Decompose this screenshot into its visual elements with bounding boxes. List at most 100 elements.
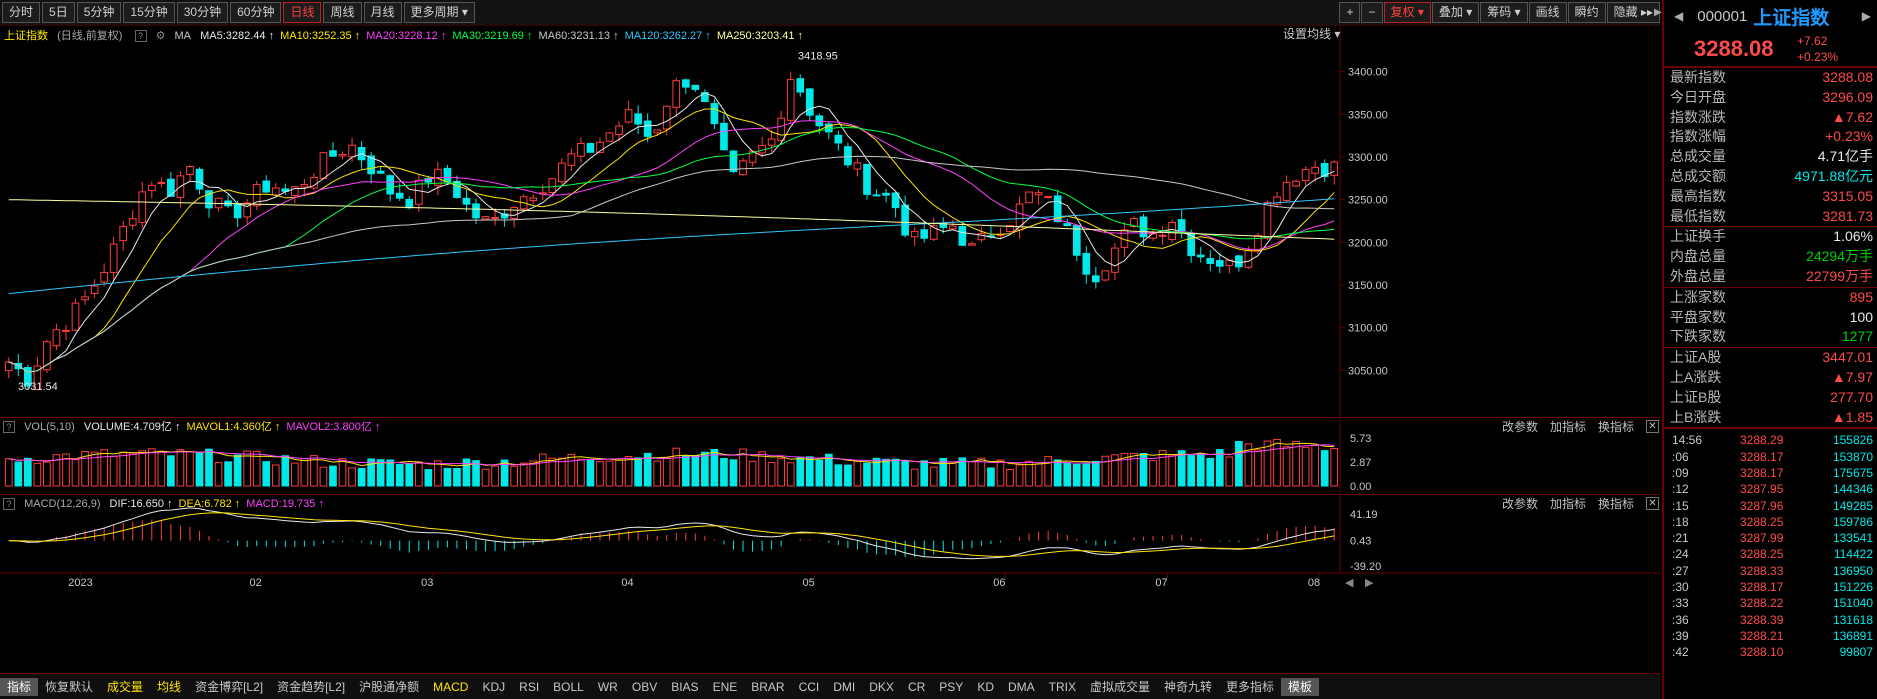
tick-row: :15 3287.96 149285 [1664, 498, 1877, 514]
stat-value: ▲7.97 [1831, 368, 1873, 385]
indicator-tab[interactable]: 均线 [157, 680, 182, 694]
indicator-tab[interactable]: WR [597, 679, 618, 694]
candle-body [1292, 180, 1300, 187]
close-icon[interactable]: ✕ [1646, 420, 1659, 433]
settings-gear-icon[interactable]: ⚙ [155, 30, 166, 42]
stat-label: 上证B股 [1670, 388, 1722, 405]
candle-body [1139, 216, 1148, 238]
period-button[interactable]: 周线 [323, 2, 362, 23]
indicator-tab[interactable]: ENE [712, 679, 738, 694]
help-icon[interactable]: ? [134, 30, 147, 43]
candle-body [529, 197, 538, 202]
tool-button[interactable]: 瞬约 [1567, 2, 1606, 23]
stat-value: 1.06% [1833, 228, 1873, 245]
indicator-tab[interactable]: BOLL [553, 679, 584, 694]
kline-chart[interactable]: 3418.95 3031.54 3400.00 3350.00 3300.00 3250… [0, 26, 1660, 673]
candle-body [853, 162, 862, 170]
indicator-tab[interactable]: RSI [519, 679, 540, 694]
indicator-tab[interactable]: 更多指标 [1226, 680, 1275, 694]
indicator-tab[interactable]: 模板 [1281, 677, 1320, 696]
candle-body [300, 184, 309, 188]
indicator-tab[interactable]: PSY [939, 679, 964, 694]
panel-button[interactable]: 换指标 [1597, 497, 1634, 511]
indicator-tab[interactable]: DMA [1007, 679, 1035, 694]
period-button[interactable]: 5分钟 [76, 2, 122, 23]
indicator-tab[interactable]: BRAR [751, 679, 785, 694]
volume-bar [291, 462, 299, 487]
indicator-tab[interactable]: 资金博弈[L2] [195, 680, 264, 694]
help-icon[interactable]: ? [3, 498, 15, 511]
indicator-tab[interactable]: 虚拟成交量 [1090, 680, 1151, 694]
indicator-tab[interactable]: 指标 [0, 677, 39, 696]
prev-arrow-icon[interactable]: ◀ [1674, 9, 1684, 23]
collapse-arrow-icon[interactable]: ▶ [1654, 7, 1662, 18]
tool-button[interactable]: 画线 [1528, 2, 1567, 23]
period-button[interactable]: 5日 [42, 2, 75, 23]
indicator-tab[interactable]: 沪股通净额 [359, 680, 420, 694]
volume-bar [872, 457, 881, 487]
period-button[interactable]: 30分钟 [176, 2, 229, 23]
ma-settings-button[interactable]: 设置均线 ▾ [1283, 27, 1341, 41]
indicator-tab[interactable]: CCI [798, 679, 820, 694]
indicator-tab[interactable]: 资金趋势[L2] [277, 680, 346, 694]
volume-bar [863, 462, 871, 487]
indicator-tab[interactable]: DMI [833, 679, 856, 694]
candle-body [863, 163, 871, 195]
period-button[interactable]: 更多周期 ▾ [403, 2, 475, 23]
group-divider [1664, 226, 1877, 228]
close-icon[interactable]: ✕ [1646, 497, 1659, 510]
candle-body [395, 192, 404, 199]
volume-bar [758, 451, 766, 487]
volume-bar [157, 450, 166, 487]
vol-tick-label: 5.73 [1350, 433, 1371, 445]
volume-bar [691, 455, 700, 487]
stat-value: 895 [1849, 288, 1873, 305]
indicator-tab[interactable]: CR [907, 679, 926, 694]
period-button[interactable]: 月线 [363, 2, 402, 23]
volume-bar [1177, 450, 1186, 487]
indicator-tab[interactable]: TRIX [1048, 679, 1076, 694]
panel-button[interactable]: 改参数 [1501, 497, 1538, 511]
ma-line-20 [8, 120, 1335, 373]
indicator-tab[interactable]: KDJ [482, 679, 506, 694]
tool-button[interactable]: − [1361, 2, 1383, 23]
tool-button[interactable]: 隐藏 ▸▸ [1606, 2, 1660, 23]
indicator-tab[interactable]: MACD [433, 679, 469, 694]
period-button[interactable]: 分时 [2, 2, 41, 23]
period-button[interactable]: 15分钟 [123, 2, 175, 23]
ma-values: MA5:3282.44 ↑ MA10:3252.35 ↑ MA20:3228.12 … [200, 30, 809, 42]
panel-button[interactable]: 加指标 [1549, 420, 1586, 434]
next-arrow-icon[interactable]: ▶ [1861, 9, 1871, 23]
tool-button[interactable]: 筹码 ▾ [1480, 2, 1528, 23]
period-button[interactable]: 60分钟 [230, 2, 282, 23]
vol-panel-buttons: 改参数 加指标 换指标 ✕ [1490, 418, 1659, 436]
panel-button[interactable]: 改参数 [1501, 420, 1538, 434]
tool-button[interactable]: 叠加 ▾ [1431, 2, 1480, 23]
macd-panel-buttons: 改参数 加指标 换指标 ✕ [1490, 495, 1659, 513]
indicator-tab[interactable]: DKX [869, 679, 894, 694]
indicator-tab[interactable]: 神奇九转 [1164, 680, 1213, 694]
indicator-tab[interactable]: KD [977, 679, 994, 694]
panel-button[interactable]: 换指标 [1597, 420, 1634, 434]
panel-button[interactable]: 加指标 [1549, 497, 1586, 511]
tick-volume: 153870 [1832, 449, 1873, 464]
indicator-tab[interactable]: BIAS [671, 679, 699, 694]
volume-bar [1111, 454, 1119, 487]
indicator-tab[interactable]: 恢复默认 [45, 680, 94, 694]
indicator-tab[interactable]: OBV [631, 679, 658, 694]
stat-value: 3447.01 [1822, 349, 1873, 366]
indicator-tab[interactable]: 成交量 [107, 680, 144, 694]
volume-bar [643, 452, 652, 487]
stat-row: 指数涨幅 +0.23% [1664, 127, 1877, 147]
tick-volume: 133541 [1832, 531, 1873, 546]
tool-button[interactable]: 复权 ▾ [1383, 2, 1431, 23]
month-label: 02 [249, 577, 261, 589]
change-pct: +0.23% [1797, 50, 1839, 64]
volume-bar [987, 467, 995, 487]
indicator-value: MA5:3282.44 ↑ [200, 30, 275, 42]
help-icon[interactable]: ? [3, 421, 15, 434]
tick-time: :36 [1672, 612, 1689, 627]
period-toolbar: 分时 5日 5分钟 15分钟 30分钟 60分钟 日线 周线 月线 更多周期 ▾ + − 复权 ▾ 叠加 … [0, 0, 1660, 26]
tool-button[interactable]: + [1339, 2, 1361, 23]
period-button[interactable]: 日线 [283, 2, 322, 23]
